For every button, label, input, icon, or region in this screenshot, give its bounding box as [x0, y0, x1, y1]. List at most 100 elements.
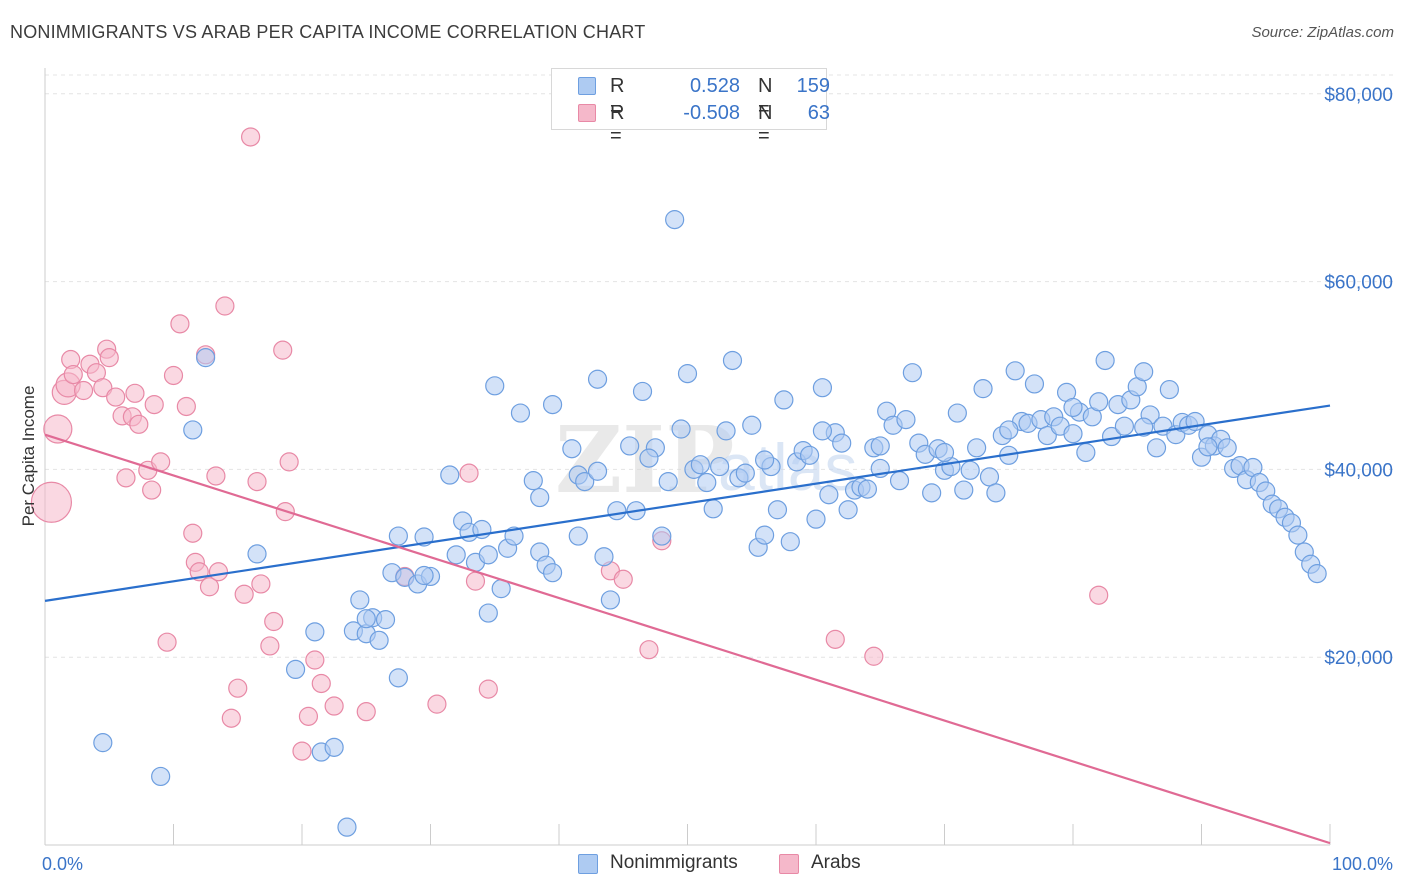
nonimmigrants-point: [806, 509, 826, 529]
arabs-point: [459, 463, 479, 483]
arabs-point: [170, 314, 190, 334]
arabs-point: [241, 127, 261, 147]
arabs-point: [73, 380, 94, 401]
nonimmigrants-point: [857, 479, 878, 499]
nonimmigrants-point: [93, 733, 113, 753]
nonimmigrants-point: [1288, 525, 1308, 545]
nonimmigrants-point: [1159, 379, 1179, 400]
chart-title: NONIMMIGRANTS VS ARAB PER CAPITA INCOME …: [10, 22, 646, 42]
arabs-point: [116, 468, 136, 488]
nonimmigrants-point: [780, 532, 800, 552]
nonimmigrants-point: [967, 438, 987, 458]
arabs-point: [864, 646, 884, 666]
y-tick-label: $60,000: [1324, 273, 1393, 294]
nonimmigrants-point: [1063, 397, 1083, 418]
nonimmigrants-point: [375, 610, 396, 630]
nonimmigrants-point: [440, 465, 460, 485]
nonimmigrants-point: [594, 547, 614, 567]
nonimmigrants-point: [1307, 564, 1327, 584]
nonimmigrants-point: [889, 471, 910, 491]
arabs-point: [63, 364, 83, 385]
nonimmigrants-point: [1114, 416, 1135, 436]
arabs-point: [221, 708, 241, 728]
nonimmigrants-point: [922, 483, 942, 503]
nonimmigrants-point: [305, 622, 325, 642]
nonimmigrants-point: [356, 609, 376, 629]
x-tick-min: 0.0%: [42, 854, 83, 874]
arabs-point: [251, 574, 271, 594]
nonimmigrants-point: [754, 525, 775, 545]
arabs-point: [93, 378, 113, 398]
nonimmigrants-point: [742, 415, 762, 435]
nonimmigrants-point: [722, 350, 743, 371]
arabs-point: [30, 481, 73, 523]
nonimmigrants-point: [960, 460, 980, 480]
nonimmigrants-point: [600, 590, 621, 610]
nonimmigrants-point: [337, 817, 357, 837]
nonimmigrants-point: [947, 403, 967, 423]
arabs-point: [215, 296, 235, 316]
arabs-point: [356, 702, 376, 722]
arabs-point: [228, 678, 248, 698]
arabs-point: [324, 696, 344, 716]
legend-r-label: R =: [610, 102, 625, 147]
nonimmigrants-point: [934, 442, 955, 463]
arabs-point: [298, 706, 319, 726]
nonimmigrants-point: [478, 545, 498, 565]
nonimmigrants-point: [285, 659, 306, 680]
nonimmigrants-point: [504, 526, 524, 546]
nonimmigrants-points: [93, 210, 1327, 837]
nonimmigrants-point: [754, 450, 775, 470]
arabs-point: [163, 365, 184, 386]
nonimmigrants-point: [767, 500, 788, 520]
nonimmigrants-point: [973, 379, 993, 399]
arabs-point: [273, 340, 293, 360]
nonimmigrants-point: [414, 565, 434, 586]
arabs-point: [311, 673, 331, 694]
nonimmigrants-point: [478, 603, 498, 623]
nonimmigrants-point: [1076, 442, 1096, 463]
nonimmigrants-point: [446, 545, 466, 565]
legend-n-label: N =: [758, 102, 773, 147]
legend-label: Nonimmigrants: [610, 852, 738, 873]
nonimmigrants-point: [812, 421, 833, 441]
nonimmigrants-point: [658, 471, 678, 492]
nonimmigrants-point: [652, 526, 672, 546]
y-tick-labels: $20,000 $40,000 $60,000 $80,000: [1324, 85, 1393, 669]
nonimmigrants-point: [388, 668, 408, 688]
nonimmigrants-point: [523, 471, 543, 491]
nonimmigrants-point: [735, 463, 755, 483]
nonimmigrants-point: [542, 563, 563, 583]
nonimmigrants-point: [703, 499, 723, 519]
nonimmigrants-point: [1217, 438, 1237, 458]
nonimmigrants-point: [562, 439, 582, 459]
arabs-point: [264, 611, 284, 632]
nonimmigrants-point: [247, 544, 267, 564]
nonimmigrants-point: [697, 472, 717, 493]
arabs-point: [292, 741, 312, 761]
nonimmigrants-point: [388, 526, 408, 546]
nonimmigrants-point: [999, 420, 1019, 440]
nonimmigrants-point: [832, 433, 852, 453]
arabs-point: [825, 629, 845, 649]
nonimmigrants-point: [677, 364, 698, 384]
arabs-point: [142, 480, 162, 500]
nonimmigrants-point: [575, 471, 595, 492]
nonimmigrants-point: [542, 394, 563, 415]
nonimmigrants-point: [607, 501, 627, 521]
trend-lines: [44, 404, 1331, 845]
nonimmigrants-point: [350, 590, 370, 610]
nonimmigrants-point: [870, 436, 890, 456]
nonimmigrants-point: [986, 483, 1006, 503]
arabs-trend-line: [44, 433, 1331, 845]
arabs-point: [478, 679, 498, 699]
legend-r-value: 0.528: [689, 75, 740, 97]
nonimmigrants-point: [665, 210, 685, 230]
nonimmigrants-point: [1095, 350, 1115, 371]
nonimmigrants-point: [324, 737, 344, 757]
nonimmigrants-point: [196, 348, 216, 368]
nonimmigrants-point: [716, 421, 736, 441]
source-credit: Source: ZipAtlas.com: [1251, 24, 1394, 41]
x-tick-max: 100.0%: [1332, 854, 1393, 874]
nonimmigrants-point: [838, 500, 858, 520]
